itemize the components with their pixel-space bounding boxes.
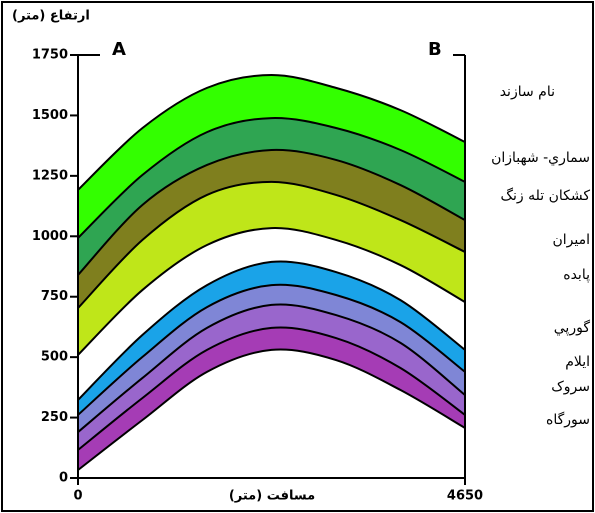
legend-label: گورپي	[554, 319, 591, 336]
layer	[78, 181, 465, 355]
boundary-line	[77, 74, 466, 191]
x-tick-label: 4650	[447, 489, 483, 504]
y-tick-label: 750	[41, 289, 68, 304]
y-tick-label: 0	[59, 471, 68, 486]
y-tick-label: 500	[41, 350, 68, 365]
legend-label: ايلام	[565, 354, 590, 370]
legend-label: كشكان تله زنگ	[500, 187, 590, 204]
layer	[78, 304, 465, 450]
layer	[78, 149, 465, 309]
legend-label: پابده	[563, 267, 590, 283]
x-tick-label: 0	[73, 489, 82, 504]
boundary-line	[77, 260, 466, 401]
boundary-line	[77, 227, 466, 356]
layer	[78, 327, 465, 471]
right-label: B	[428, 39, 442, 60]
y-axis-label: ارتفاع (متر)	[12, 9, 90, 24]
layer	[78, 118, 465, 275]
y-tick-label: 250	[41, 410, 68, 425]
legend-label: اميران	[552, 232, 590, 248]
y-tick-label: 1250	[32, 168, 68, 183]
y-tick-label: 1750	[32, 48, 68, 63]
legend-label: سورگاه	[546, 411, 590, 428]
boundary-line	[77, 117, 466, 239]
layer	[78, 261, 465, 415]
legend-label: سروک	[551, 379, 590, 395]
boundary-line	[77, 348, 466, 471]
boundary-line	[77, 326, 466, 451]
legend-title: نام سازند	[500, 84, 555, 100]
boundary-line	[77, 283, 466, 416]
layer	[78, 284, 465, 433]
x-axis-label: مسافت (متر)	[229, 489, 315, 504]
boundary-line	[77, 180, 466, 309]
layer	[78, 75, 465, 238]
boundary-line	[77, 303, 466, 433]
legend-label: سماري- شهبازان	[491, 150, 590, 166]
boundary-line	[77, 148, 466, 276]
y-tick-label: 1000	[32, 229, 68, 244]
left-label: A	[112, 39, 126, 60]
y-tick-label: 1500	[32, 108, 68, 123]
